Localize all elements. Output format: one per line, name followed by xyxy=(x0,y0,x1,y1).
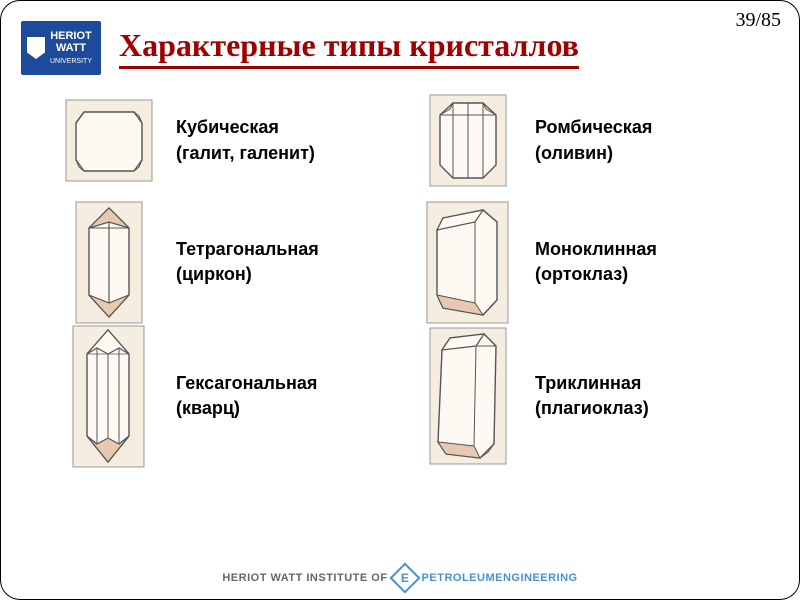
hexagonal-icon xyxy=(61,336,156,456)
crystal-triclinic: Триклинная (плагиоклаз) xyxy=(420,336,759,456)
footer-left: HERIOT WATT INSTITUTE OF xyxy=(222,572,387,584)
footer-diamond-icon: E xyxy=(389,562,420,593)
crystal-tetragonal: Тетрагональная (циркон) xyxy=(61,202,400,322)
crystal-cubic: Кубическая (галит, галенит) xyxy=(61,93,400,188)
tetragonal-icon xyxy=(61,202,156,322)
crystal-rhombic: Ромбическая (оливин) xyxy=(420,93,759,188)
monoclinic-label: Моноклинная (ортоклаз) xyxy=(535,237,657,287)
page-number: 39/85 xyxy=(735,9,781,32)
university-logo: HERIOTWATT UNIVERSITY xyxy=(21,21,101,75)
hexagonal-label: Гексагональная (кварц) xyxy=(176,371,317,421)
shield-icon xyxy=(27,37,45,59)
crystal-hexagonal: Гексагональная (кварц) xyxy=(61,336,400,456)
slide-title: Характерные типы кристаллов xyxy=(119,27,579,69)
header: HERIOTWATT UNIVERSITY Характерные типы к… xyxy=(1,1,799,75)
cubic-label: Кубическая (галит, галенит) xyxy=(176,115,315,165)
logo-text-sub: UNIVERSITY xyxy=(50,58,92,65)
triclinic-label: Триклинная (плагиоклаз) xyxy=(535,371,649,421)
logo-text-main: HERIOTWATT xyxy=(50,30,92,54)
crystal-grid: Кубическая (галит, галенит) Ромбич xyxy=(1,75,799,456)
tetragonal-label: Тетрагональная (циркон) xyxy=(176,237,319,287)
rhombic-label: Ромбическая (оливин) xyxy=(535,115,652,165)
monoclinic-icon xyxy=(420,202,515,322)
slide-frame: 39/85 HERIOTWATT UNIVERSITY Характерные … xyxy=(0,0,800,600)
footer: HERIOT WATT INSTITUTE OF E PETROLEUMENGI… xyxy=(1,567,799,589)
triclinic-icon xyxy=(420,336,515,456)
rhombic-icon xyxy=(420,93,515,188)
crystal-monoclinic: Моноклинная (ортоклаз) xyxy=(420,202,759,322)
cubic-icon xyxy=(61,93,156,188)
footer-right: PETROLEUMENGINEERING xyxy=(422,572,578,584)
